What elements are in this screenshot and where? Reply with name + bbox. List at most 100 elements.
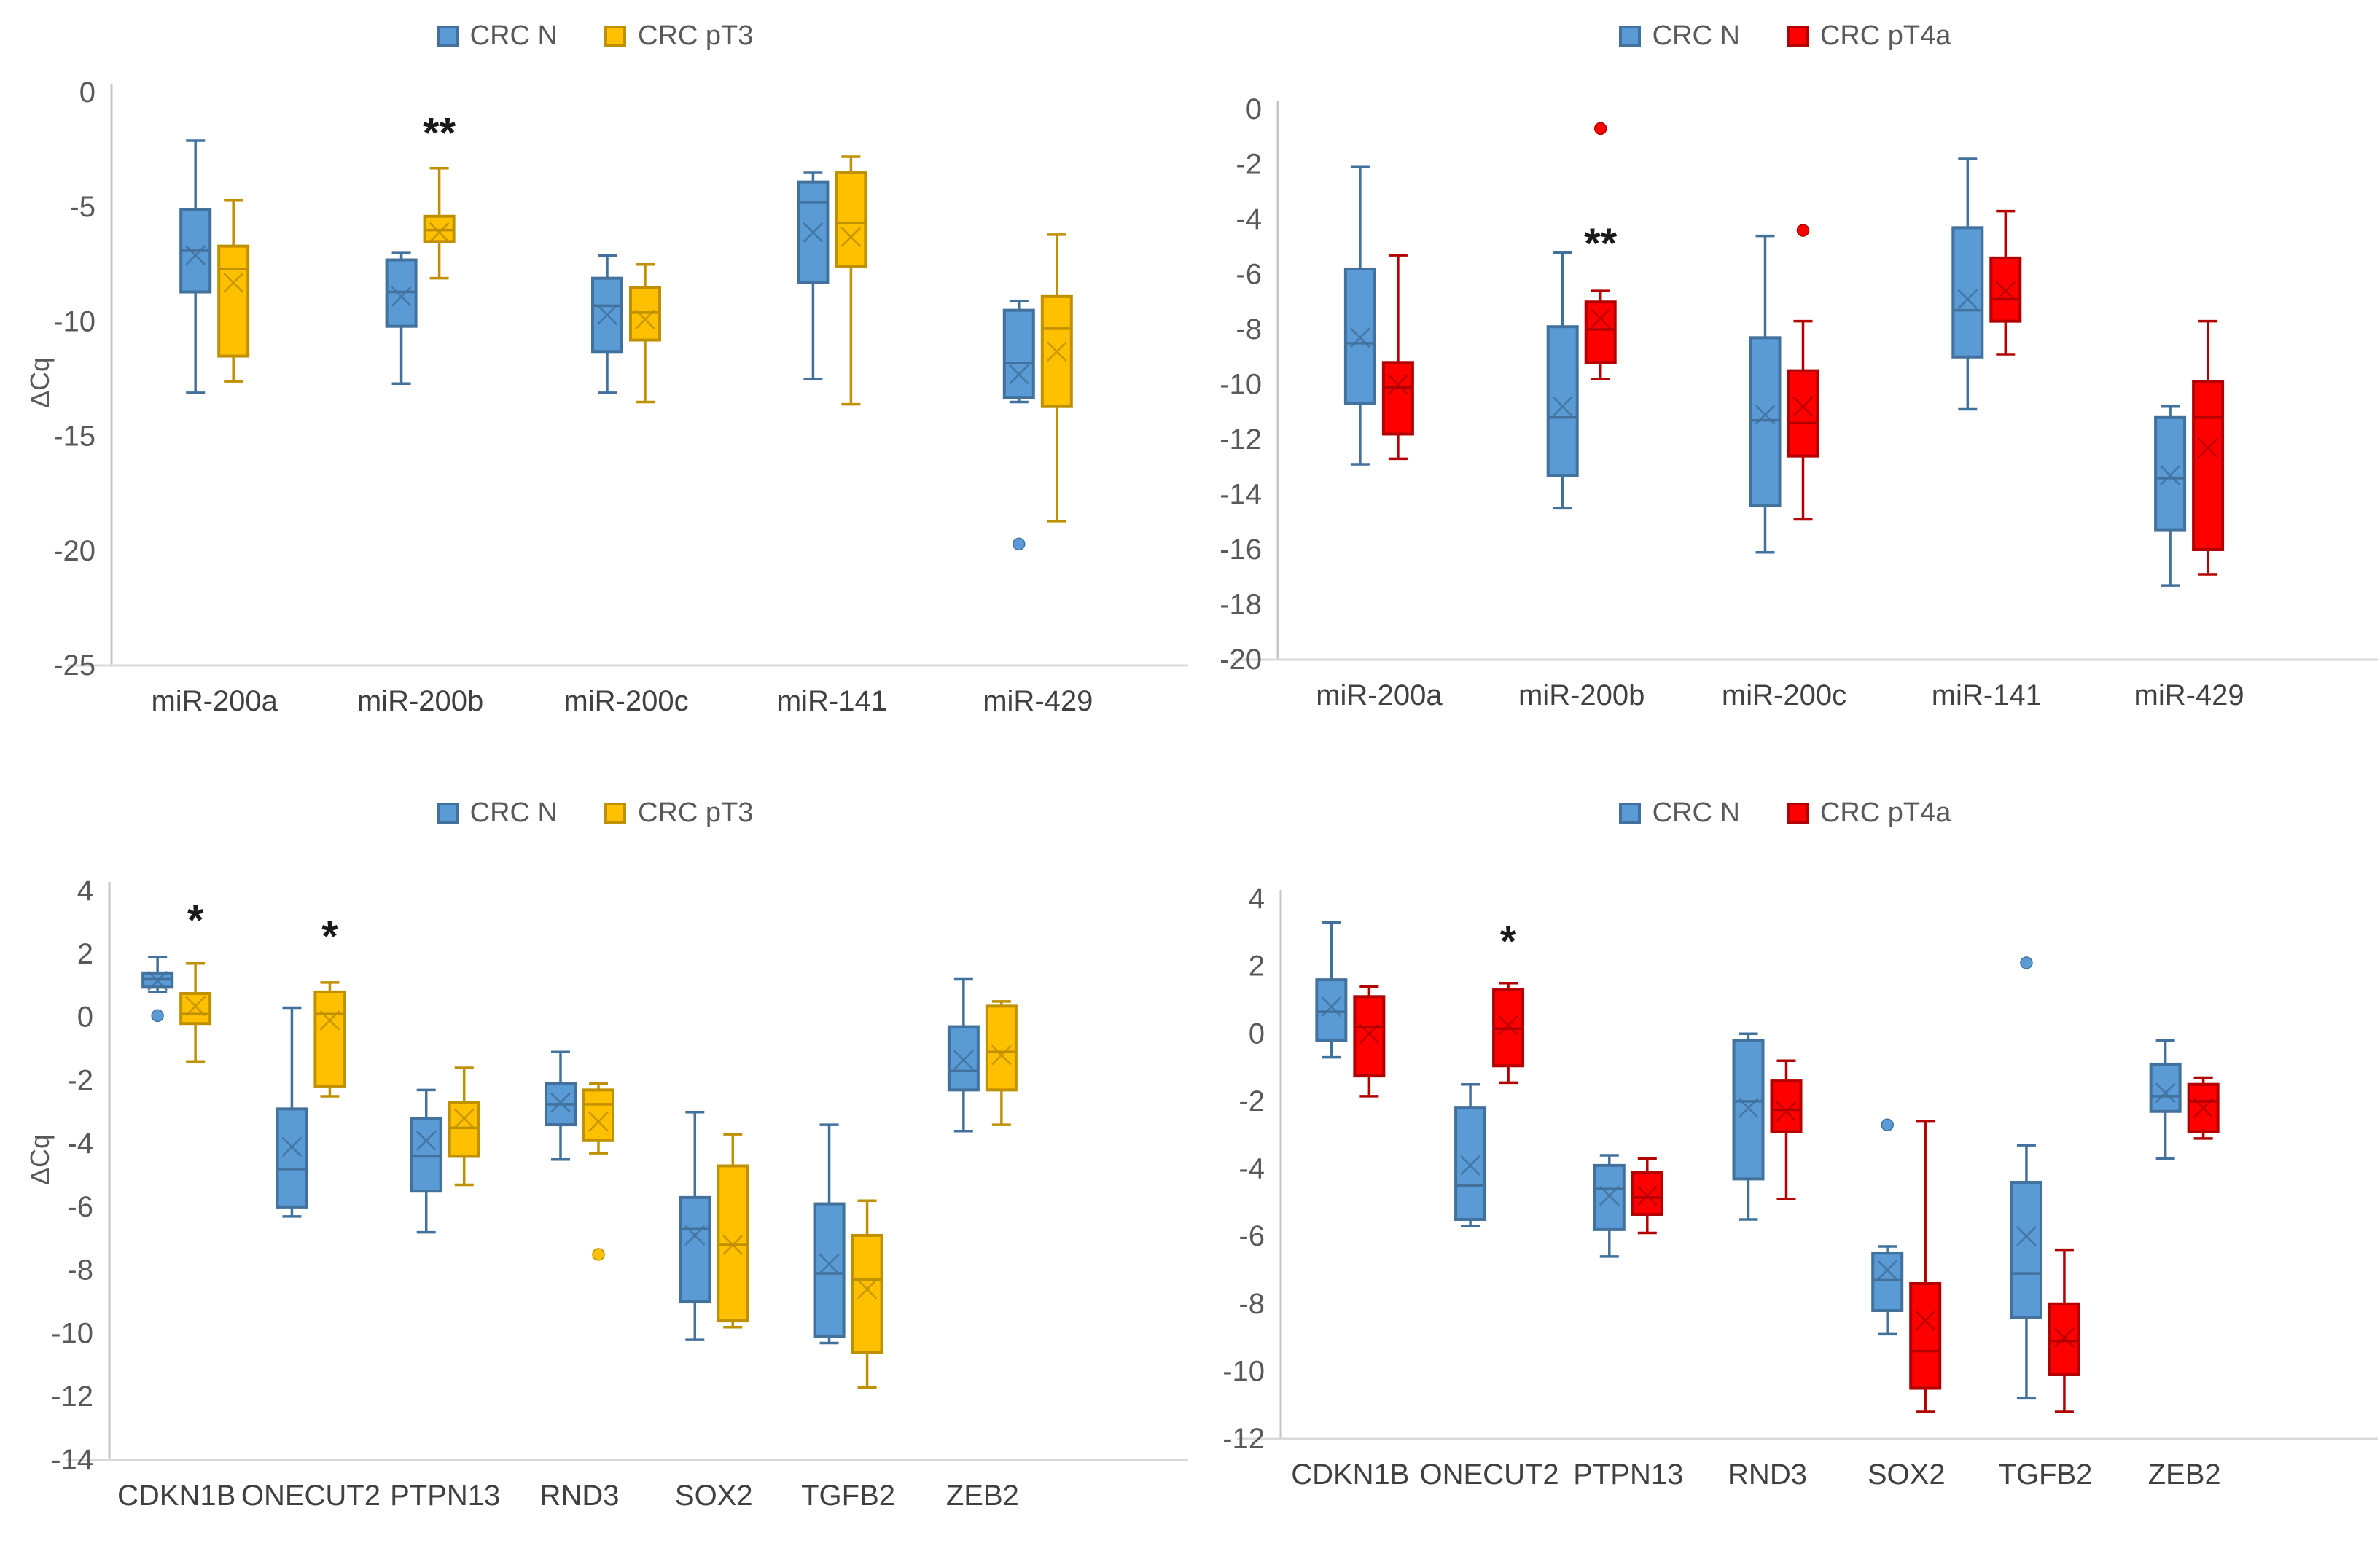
box-group-crc-n-mir-200c xyxy=(591,254,623,394)
iqr-box xyxy=(813,1202,846,1338)
box-group-crc-n-zeb2 xyxy=(2149,1039,2182,1160)
legend-swatch-crc-n xyxy=(1618,802,1641,824)
mean-marker xyxy=(991,1045,1012,1066)
x-category-label: miR-429 xyxy=(983,685,1093,717)
mean-marker xyxy=(1755,405,1776,425)
mean-marker xyxy=(1349,327,1370,348)
legend-item-crc-pt3: CRC pT3 xyxy=(604,20,753,52)
y-tick-label: -5 xyxy=(69,191,95,223)
box-group-crc-n-tgfb2 xyxy=(813,1123,846,1345)
box-group-crc-pt3-mir-141 xyxy=(835,155,867,406)
box-group-crc-n-sox2 xyxy=(1871,1118,1904,1336)
box-group-crc-n-tgfb2 xyxy=(2010,956,2042,1400)
mean-marker xyxy=(1387,374,1408,395)
box-group-crc-n-sox2 xyxy=(679,1110,711,1341)
y-tick-label: -6 xyxy=(1238,1220,1265,1252)
y-tick-label: -10 xyxy=(53,305,95,337)
box-group-crc-pt4a-mir-200a xyxy=(1381,254,1414,461)
y-tick-label: -18 xyxy=(1220,589,1262,621)
x-category-label: ONECUT2 xyxy=(241,1480,381,1512)
iqr-box xyxy=(448,1101,480,1158)
legend-swatch-crc-n xyxy=(1618,25,1641,47)
mean-marker xyxy=(1877,1260,1898,1281)
y-tick-label: -2 xyxy=(1236,149,1262,181)
outlier-dot xyxy=(1881,1118,1894,1132)
mean-marker xyxy=(2193,1098,2214,1119)
iqr-box xyxy=(1353,995,1386,1078)
iqr-box xyxy=(1454,1106,1487,1221)
mean-marker xyxy=(1498,1015,1518,1036)
mean-marker xyxy=(1915,1310,1936,1331)
box-group-crc-pt4a-mir-200c xyxy=(1787,224,1819,521)
mean-marker xyxy=(953,1050,974,1071)
x-category-label: SOX2 xyxy=(675,1480,753,1512)
box-group-crc-n-mir-429 xyxy=(1002,300,1035,551)
mean-marker xyxy=(819,1254,840,1274)
y-tick-label: 0 xyxy=(79,77,95,109)
x-category-label: miR-141 xyxy=(777,685,887,717)
mean-marker xyxy=(415,1130,437,1151)
legend-item-crc-pt4a: CRC pT4a xyxy=(1786,797,1951,829)
legend-genes-pt4a: CRC N CRC pT4a xyxy=(1190,797,2380,829)
x-category-label: ZEB2 xyxy=(2148,1459,2221,1491)
legend-item-crc-n: CRC N xyxy=(1618,797,1740,829)
iqr-box xyxy=(947,1025,980,1092)
box-group-crc-pt3-mir-429 xyxy=(1040,233,1073,523)
y-tick-label: -4 xyxy=(1236,203,1262,235)
boxplot-canvas-mirna-pt3: 0 -5 -10 -15 -20 -25 miR-200a miR-200b miR-200c m… xyxy=(53,77,1188,717)
y-tick-label: -4 xyxy=(67,1128,93,1160)
legend-mirna-pt4a: CRC N CRC pT4a xyxy=(1190,20,2380,52)
mean-marker xyxy=(453,1108,475,1129)
box-group-crc-n-rnd3 xyxy=(1732,1032,1765,1221)
iqr-box xyxy=(1584,300,1617,364)
x-category-label: miR-200a xyxy=(151,685,278,717)
mean-marker xyxy=(147,970,168,991)
iqr-box xyxy=(1040,294,1073,408)
y-tick-label: 4 xyxy=(1249,883,1265,915)
y-tick-label: 0 xyxy=(1246,93,1262,125)
mean-marker xyxy=(803,222,824,243)
boxplot-canvas-genes-pt3: 4 2 0 -2 -4 -6 -8 -10 -12 -14 CDKN1B ONECUT2 PTPN13 R… xyxy=(51,875,1188,1512)
box-group-crc-pt4a-ptpn13 xyxy=(1631,1157,1663,1235)
y-tick-label: 0 xyxy=(1249,1018,1265,1050)
box-group-crc-n-rnd3 xyxy=(545,1050,577,1161)
panel-genes-crc-pt3: CRC N CRC pT3 ΔCq 4 2 0 -2 -4 -6 -8 -10 -12 -14 CD… xyxy=(0,777,1190,1554)
box-group-crc-pt3-mir-200a xyxy=(217,199,250,383)
box-group-crc-pt3-rnd3 xyxy=(582,1082,614,1261)
iqr-box xyxy=(679,1195,711,1304)
x-category-label: ZEB2 xyxy=(946,1480,1019,1512)
iqr-box xyxy=(2010,1181,2042,1319)
x-category-label: miR-200c xyxy=(1722,679,1846,711)
box-group-crc-n-mir-200a xyxy=(1343,165,1376,466)
iqr-box xyxy=(1631,1171,1663,1217)
y-tick-label: 2 xyxy=(1249,950,1265,983)
iqr-box xyxy=(851,1233,883,1354)
outlier-dot xyxy=(151,1009,164,1023)
mean-marker xyxy=(1957,289,1978,310)
mean-marker xyxy=(1738,1098,1759,1119)
y-tick-label: -16 xyxy=(1220,534,1262,566)
box-group-crc-n-mir-141 xyxy=(797,171,830,380)
box-group-crc-pt3-onecut2: * xyxy=(313,913,346,1098)
x-category-label: miR-200b xyxy=(357,685,483,717)
outlier-dot xyxy=(1013,537,1026,551)
outlier-dot xyxy=(2020,956,2033,969)
x-category-label: TGFB2 xyxy=(801,1480,895,1512)
mean-marker xyxy=(1636,1185,1658,1206)
box-group-crc-pt4a-rnd3 xyxy=(1770,1059,1803,1200)
significance-marker: * xyxy=(1500,918,1517,966)
y-tick-label: -15 xyxy=(53,421,95,453)
mean-marker xyxy=(391,286,412,307)
iqr-box xyxy=(717,1164,749,1323)
box-group-crc-n-mir-200c xyxy=(1749,234,1782,554)
legend-swatch-crc-pt4a xyxy=(1786,25,1809,47)
box-group-crc-n-ptpn13 xyxy=(1593,1154,1626,1258)
mean-marker xyxy=(1008,364,1029,385)
legend-swatch-crc-n xyxy=(436,25,459,47)
boxplot-canvas-genes-pt4a: 4 2 0 -2 -4 -6 -8 -10 -12 CDKN1B ONECUT2 PTPN13 RND3… xyxy=(1222,883,2378,1491)
outlier-dot xyxy=(1593,122,1607,136)
legend-genes-pt3: CRC N CRC pT3 xyxy=(0,797,1190,829)
y-tick-label: -6 xyxy=(67,1191,93,1223)
box-group-crc-n-mir-200a xyxy=(179,139,212,394)
